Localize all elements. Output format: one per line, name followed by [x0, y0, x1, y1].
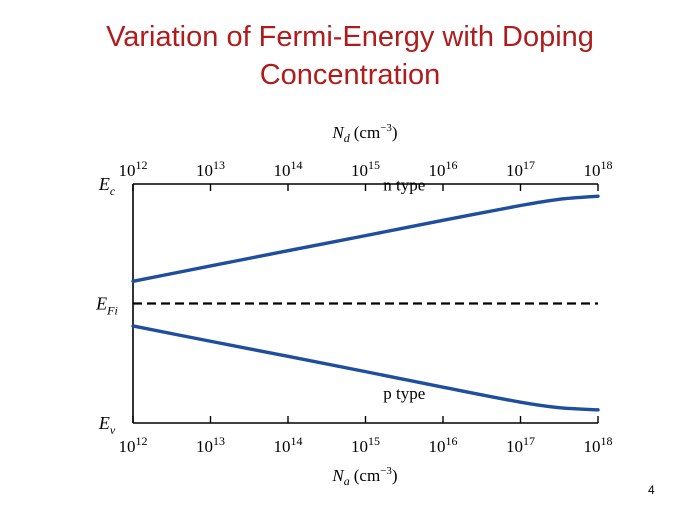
top-tick-label-base: 10 — [506, 161, 523, 180]
top-tick-label-base: 10 — [274, 161, 291, 180]
energy-level-subscript: Fi — [106, 304, 118, 318]
energy-level-symbol: E — [98, 413, 110, 433]
bottom-tick-label: 1015 — [351, 434, 380, 456]
bottom-tick-label-base: 10 — [584, 437, 601, 456]
top-tick-label-base: 10 — [429, 161, 446, 180]
top-tick-label-exp: 16 — [446, 158, 458, 172]
slide-title-line-1: Variation of Fermi-Energy with Doping — [106, 21, 594, 53]
top-tick-label-exp: 13 — [213, 158, 225, 172]
plot-area: 1012101210131013101410141015101510161016… — [95, 158, 612, 456]
bottom-tick-label-base: 10 — [351, 437, 368, 456]
bottom-tick-label: 1013 — [196, 434, 225, 456]
energy-level-label: Ec — [98, 174, 116, 198]
energy-level-label: Ev — [98, 413, 116, 437]
bottom-tick-label-exp: 13 — [213, 434, 225, 448]
bottom-tick-label: 1016 — [429, 434, 458, 456]
top-axis-title: Nd (cm−3) — [331, 122, 397, 145]
top-axis-unit-exp: −3 — [380, 122, 392, 134]
bottom-axis-title: Na (cm−3) — [331, 465, 397, 488]
bottom-tick-label-base: 10 — [429, 437, 446, 456]
series-line-n-type — [131, 194, 600, 283]
top-tick-label-exp: 12 — [136, 158, 148, 172]
top-tick-label: 1017 — [506, 158, 535, 180]
bottom-tick-label-exp: 16 — [446, 434, 458, 448]
top-tick-label: 1012 — [119, 158, 148, 180]
top-tick-label: 1013 — [196, 158, 225, 180]
top-tick-label-base: 10 — [119, 161, 136, 180]
series-label-p-type: p type — [383, 384, 425, 403]
energy-level-subscript: c — [110, 184, 116, 198]
top-tick-label: 1018 — [584, 158, 613, 180]
bottom-tick-label-base: 10 — [196, 437, 213, 456]
top-tick-label-exp: 15 — [368, 158, 380, 172]
top-axis-symbol: N — [331, 123, 345, 142]
slide-title: Variation of Fermi-Energy with Doping Co… — [0, 18, 700, 94]
top-tick-label: 1015 — [351, 158, 380, 180]
bottom-tick-label: 1014 — [274, 434, 303, 456]
bottom-axis-symbol: N — [331, 466, 345, 485]
energy-level-symbol: E — [95, 294, 107, 314]
bottom-tick-label-exp: 18 — [601, 434, 613, 448]
bottom-tick-label-base: 10 — [119, 437, 136, 456]
series-line-p-type — [131, 324, 600, 412]
series-label-n-type: n type — [383, 175, 425, 194]
top-tick-label-exp: 18 — [601, 158, 613, 172]
top-axis-subscript: d — [344, 131, 351, 145]
top-tick-label-exp: 14 — [291, 158, 303, 172]
page-number: 4 — [648, 483, 655, 497]
bottom-tick-label: 1012 — [119, 434, 148, 456]
bottom-tick-label-base: 10 — [274, 437, 291, 456]
bottom-tick-label: 1017 — [506, 434, 535, 456]
bottom-axis-unit-exp: −3 — [380, 465, 392, 477]
top-tick-label-base: 10 — [584, 161, 601, 180]
energy-level-symbol: E — [98, 174, 110, 194]
slide-title-line-2: Concentration — [259, 59, 441, 91]
bottom-tick-label-exp: 17 — [523, 434, 535, 448]
top-tick-label-base: 10 — [351, 161, 368, 180]
bottom-tick-label-exp: 15 — [368, 434, 380, 448]
top-tick-label-base: 10 — [196, 161, 213, 180]
top-tick-label-exp: 17 — [523, 158, 535, 172]
top-tick-label: 1014 — [274, 158, 303, 180]
bottom-axis-unit-close: ) — [392, 466, 398, 485]
top-tick-label: 1016 — [429, 158, 458, 180]
top-axis-unit-close: ) — [392, 123, 398, 142]
bottom-tick-label-exp: 12 — [136, 434, 148, 448]
bottom-tick-label-exp: 14 — [291, 434, 303, 448]
bottom-tick-label: 1018 — [584, 434, 613, 456]
bottom-tick-label-base: 10 — [506, 437, 523, 456]
bottom-axis-subscript: a — [344, 474, 350, 488]
bottom-axis-unit: (cm — [354, 466, 380, 485]
energy-level-label: EFi — [95, 294, 118, 318]
top-axis-unit: (cm — [354, 123, 380, 142]
energy-level-subscript: v — [110, 423, 116, 437]
